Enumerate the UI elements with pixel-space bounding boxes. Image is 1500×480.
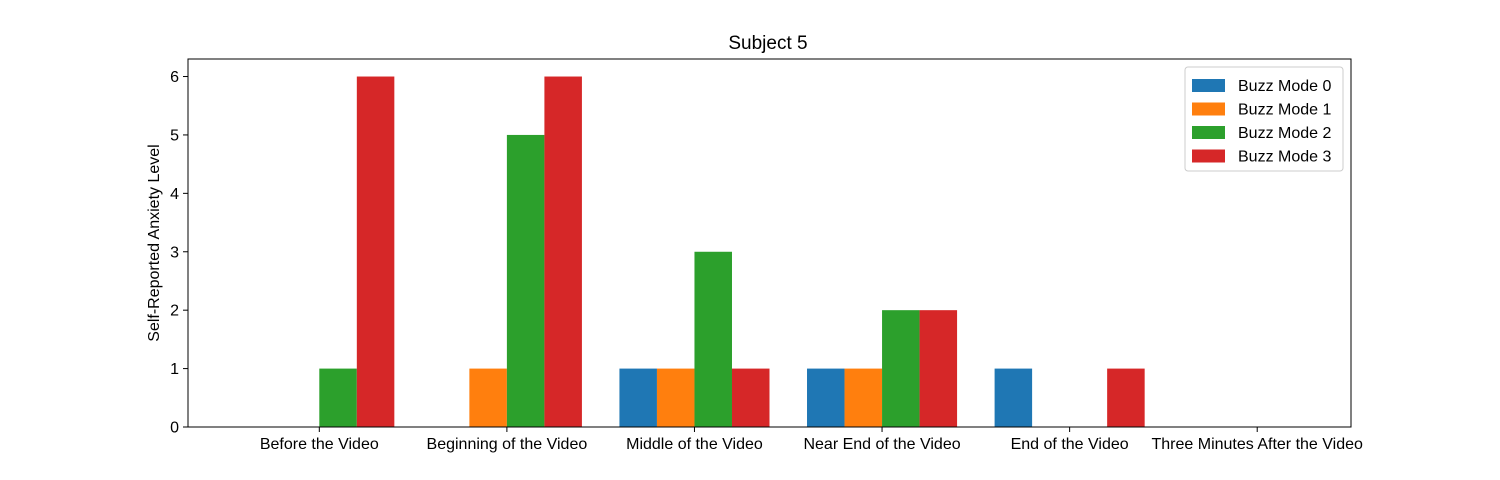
x-tick-label: Middle of the Video xyxy=(626,436,763,453)
legend-swatch xyxy=(1192,79,1225,92)
bar-buzz-mode-2-2 xyxy=(694,251,732,427)
y-axis-ticks: 0 1 2 3 4 5 6 xyxy=(170,69,188,437)
bar-buzz-mode-0-3 xyxy=(807,368,845,427)
legend-box xyxy=(1184,66,1344,172)
legend-label: Buzz Mode 3 xyxy=(1238,149,1331,166)
x-axis-ticks: Before the Video Beginning of the Video Mi… xyxy=(260,427,1363,453)
bar-buzz-mode-2-1 xyxy=(506,134,545,427)
legend-label: Buzz Mode 2 xyxy=(1238,125,1331,142)
bar-buzz-mode-1-3 xyxy=(844,368,883,427)
legend-label: Buzz Mode 0 xyxy=(1238,78,1331,95)
y-tick-label: 6 xyxy=(170,69,179,86)
bar-buzz-mode-0-2 xyxy=(619,368,657,427)
y-tick-label: 3 xyxy=(170,244,179,261)
legend-swatch xyxy=(1192,149,1225,163)
bar-buzz-mode-3-4 xyxy=(1107,368,1145,427)
bar-buzz-mode-0-4 xyxy=(994,368,1033,427)
legend-label: Buzz Mode 1 xyxy=(1238,102,1331,119)
bar-buzz-mode-1-1 xyxy=(469,368,507,427)
y-tick-label: 0 xyxy=(170,420,179,437)
y-tick-label: 5 xyxy=(170,127,179,144)
x-tick-label: Three Minutes After the Video xyxy=(1152,436,1363,453)
y-tick-label: 4 xyxy=(170,186,179,203)
x-tick-label: Near End of the Video xyxy=(803,436,960,453)
bar-buzz-mode-1-2 xyxy=(656,368,695,427)
legend-swatch xyxy=(1192,102,1225,116)
bar-buzz-mode-3-3 xyxy=(919,310,958,427)
bar-buzz-mode-3-1 xyxy=(544,76,582,428)
bar-buzz-mode-2-3 xyxy=(882,310,920,427)
y-axis-title: Self-Reported Anxiety Level xyxy=(146,144,163,341)
chart-title: Subject 5 xyxy=(728,33,807,54)
y-tick-label: 1 xyxy=(170,361,179,378)
bar-buzz-mode-2-0 xyxy=(319,368,357,427)
plot-frame xyxy=(187,58,1352,428)
x-tick-label: Beginning of the Video xyxy=(427,436,588,453)
legend: Buzz Mode 0 Buzz Mode 1 Buzz Mode 2 Buzz Mo… xyxy=(1184,66,1344,172)
bars-layer xyxy=(319,76,1145,428)
y-tick-label: 2 xyxy=(170,303,179,320)
x-tick-label: Before the Video xyxy=(260,436,379,453)
legend-swatch xyxy=(1192,126,1225,139)
bar-buzz-mode-3-2 xyxy=(731,368,770,427)
x-tick-label: End of the Video xyxy=(1011,436,1129,453)
bar-buzz-mode-3-0 xyxy=(356,76,395,428)
